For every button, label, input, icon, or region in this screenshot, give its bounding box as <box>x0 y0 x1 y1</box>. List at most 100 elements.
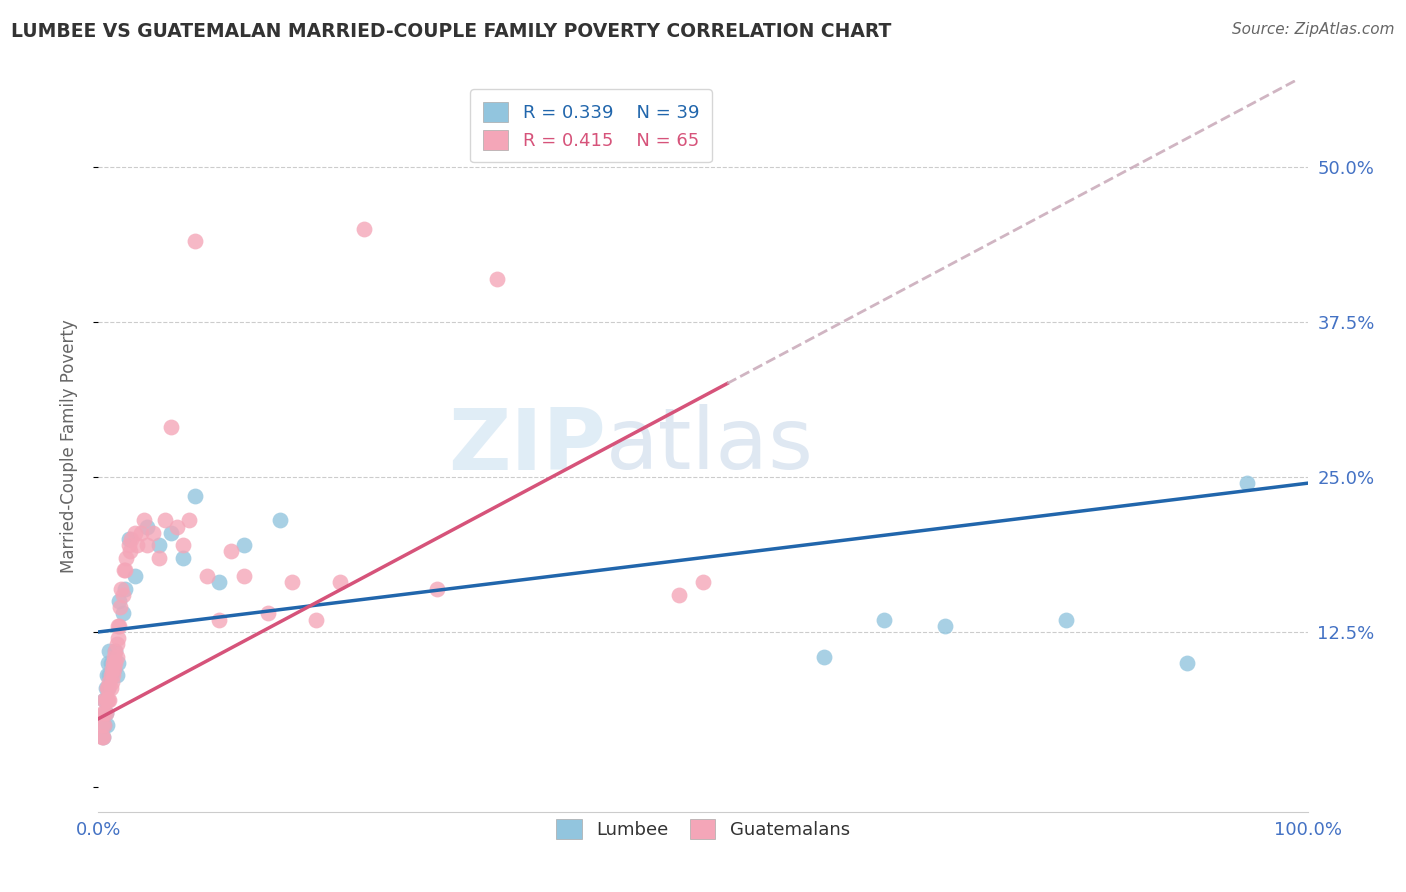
Point <box>114 582 136 596</box>
Point <box>94 681 117 695</box>
Point <box>100 681 122 695</box>
Point <box>97 656 120 670</box>
Point <box>107 631 129 645</box>
Point <box>160 525 183 540</box>
Point <box>100 656 122 670</box>
Point <box>111 607 134 621</box>
Point <box>111 588 134 602</box>
Point <box>153 513 176 527</box>
Point <box>108 594 131 608</box>
Point <box>160 420 183 434</box>
Point <box>184 489 207 503</box>
Point <box>134 513 156 527</box>
Point <box>108 619 131 633</box>
Point <box>934 619 956 633</box>
Point <box>221 544 243 558</box>
Point <box>105 668 128 682</box>
Point <box>184 235 207 249</box>
Point <box>100 662 122 676</box>
Point <box>179 513 201 527</box>
Point <box>101 668 124 682</box>
Point <box>91 731 114 745</box>
Point <box>100 668 122 682</box>
Point <box>148 550 170 565</box>
Text: ZIP: ZIP <box>449 404 606 488</box>
Point <box>256 607 278 621</box>
Point <box>93 693 115 707</box>
Point <box>96 668 118 682</box>
Text: Source: ZipAtlas.com: Source: ZipAtlas.com <box>1232 22 1395 37</box>
Point <box>426 582 449 596</box>
Point <box>813 649 835 664</box>
Point <box>232 538 254 552</box>
Point <box>93 706 115 720</box>
Point <box>97 681 120 695</box>
Point <box>103 662 125 676</box>
Point <box>104 643 127 657</box>
Point <box>135 519 157 533</box>
Point <box>100 656 122 670</box>
Point <box>208 613 231 627</box>
Point <box>142 525 165 540</box>
Point <box>98 674 121 689</box>
Point <box>353 222 375 236</box>
Point <box>114 563 136 577</box>
Point <box>692 575 714 590</box>
Point <box>93 718 115 732</box>
Point <box>96 718 118 732</box>
Point <box>91 731 114 745</box>
Point <box>108 600 131 615</box>
Point <box>195 569 218 583</box>
Point <box>269 513 291 527</box>
Point <box>98 668 121 682</box>
Point <box>120 532 142 546</box>
Point <box>96 693 118 707</box>
Point <box>94 706 117 720</box>
Point <box>172 550 194 565</box>
Point <box>329 575 352 590</box>
Point <box>107 656 129 670</box>
Legend: Lumbee, Guatemalans: Lumbee, Guatemalans <box>548 813 858 847</box>
Point <box>104 656 127 670</box>
Point <box>93 693 115 707</box>
Point <box>100 668 122 682</box>
Point <box>98 643 121 657</box>
Point <box>118 532 141 546</box>
Point <box>112 563 135 577</box>
Point <box>118 538 141 552</box>
Text: atlas: atlas <box>606 404 814 488</box>
Point <box>305 613 328 627</box>
Point <box>105 649 128 664</box>
Point <box>94 693 117 707</box>
Point <box>668 588 690 602</box>
Point <box>127 538 149 552</box>
Point <box>118 544 141 558</box>
Point <box>115 550 138 565</box>
Point <box>105 637 128 651</box>
Point <box>98 693 121 707</box>
Point <box>124 525 146 540</box>
Point <box>97 693 120 707</box>
Point <box>97 681 120 695</box>
Point <box>172 538 194 552</box>
Point <box>208 575 231 590</box>
Point <box>101 656 124 670</box>
Point <box>124 569 146 583</box>
Point <box>94 706 117 720</box>
Point <box>1236 476 1258 491</box>
Point <box>101 656 124 670</box>
Point <box>103 662 125 676</box>
Text: LUMBEE VS GUATEMALAN MARRIED-COUPLE FAMILY POVERTY CORRELATION CHART: LUMBEE VS GUATEMALAN MARRIED-COUPLE FAMI… <box>11 22 891 41</box>
Point <box>148 538 170 552</box>
Point <box>104 643 127 657</box>
Point <box>110 582 132 596</box>
Point <box>91 706 114 720</box>
Point <box>96 681 118 695</box>
Point <box>100 662 122 676</box>
Point <box>103 649 125 664</box>
Point <box>1054 613 1077 627</box>
Point <box>100 674 122 689</box>
Point <box>129 525 152 540</box>
Point <box>232 569 254 583</box>
Point <box>873 613 896 627</box>
